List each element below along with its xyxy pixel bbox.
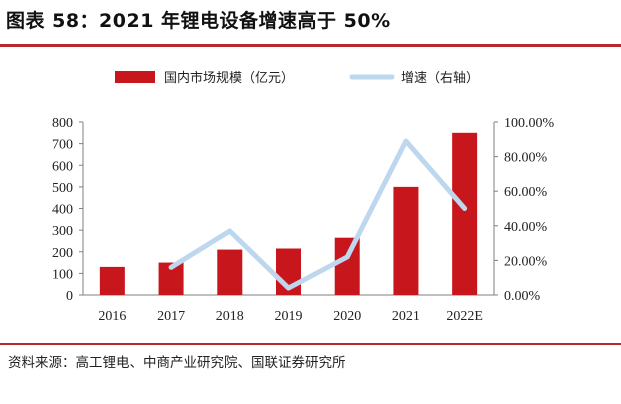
figure-title: 图表 58：2021 年锂电设备增速高于 50%	[6, 10, 391, 32]
x-tick-label: 2019	[275, 309, 303, 324]
x-tick-label: 2016	[98, 309, 126, 324]
bar-2018	[217, 249, 243, 295]
bar-2016	[99, 266, 125, 295]
y-left-tick-label: 400	[52, 203, 73, 218]
y-left-tick-label: 600	[52, 159, 73, 174]
y-right-tick-label: 40.00%	[504, 220, 548, 235]
y-left-tick-label: 800	[52, 116, 73, 131]
y-left-tick-label: 700	[52, 138, 73, 153]
y-right-tick-label: 100.00%	[504, 116, 555, 131]
legend: 国内市场规模（亿元） 增速（右轴）	[115, 70, 479, 86]
bar-2020	[334, 237, 360, 295]
y-left-tick-label: 200	[52, 246, 73, 261]
y-right-tick-label: 60.00%	[504, 185, 548, 200]
bar-2022E	[452, 132, 478, 295]
y-right-tick-label: 0.00%	[504, 289, 541, 304]
x-tick-label: 2020	[333, 309, 361, 324]
x-tick-label: 2018	[216, 309, 244, 324]
source-rule	[0, 343, 621, 345]
x-tick-label: 2017	[157, 309, 185, 324]
y-left-tick-label: 500	[52, 181, 73, 196]
title-rule	[0, 44, 621, 47]
source-note: 资料来源：高工锂电、中商产业研究院、国联证券研究所	[8, 355, 346, 371]
axes: 0 100 200 300 400 500 600 700 800 0.00% 20.00% 40.0…	[52, 116, 555, 304]
x-axis-labels: 2016 2017 2018 2019 2020 2021 2022E	[98, 309, 483, 324]
y-left-tick-label: 100	[52, 267, 73, 282]
x-tick-label: 2021	[392, 309, 420, 324]
legend-bar-swatch	[115, 71, 155, 83]
x-tick-label: 2022E	[446, 309, 483, 324]
y-right-tick-label: 20.00%	[504, 254, 548, 269]
line-series	[168, 138, 468, 291]
bar-series	[99, 132, 478, 295]
growth-line	[168, 138, 468, 291]
y-left-tick-label: 300	[52, 224, 73, 239]
legend-bar-label: 国内市场规模（亿元）	[164, 70, 294, 86]
y-left-tick-label: 0	[66, 289, 73, 304]
bar-2021	[393, 186, 419, 295]
legend-line-label: 增速（右轴）	[401, 71, 479, 86]
y-right-tick-label: 80.00%	[504, 151, 548, 166]
